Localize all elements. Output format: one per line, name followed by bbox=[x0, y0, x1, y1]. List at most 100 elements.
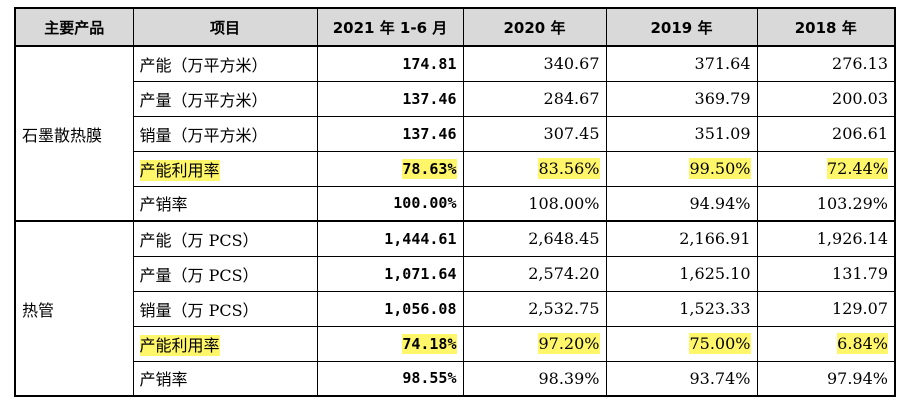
table-row: 销量（万平方米） 137.46 307.45 351.09 206.61 bbox=[15, 115, 896, 152]
table-row: 产能利用率 74.18% 97.20% 75.00% 6.84% bbox=[15, 325, 896, 362]
item-cell: 销量（万 PCS） bbox=[132, 290, 318, 327]
value-2019-text: 93.74% bbox=[689, 368, 751, 388]
value-2020-cell: 284.67 bbox=[462, 80, 607, 117]
value-2018-text: 6.84% bbox=[837, 333, 888, 354]
value-2019-cell: 371.64 bbox=[605, 45, 758, 82]
value-2019-cell: 99.50% bbox=[605, 150, 758, 187]
value-2021h1-cell: 137.46 bbox=[316, 115, 464, 152]
item-cell: 产能（万 PCS） bbox=[132, 220, 318, 257]
value-2019-text: 94.94% bbox=[689, 193, 751, 213]
value-2020-cell: 340.67 bbox=[462, 45, 607, 82]
item-cell: 产销率 bbox=[132, 360, 318, 397]
value-2019-text: 1,523.33 bbox=[679, 299, 751, 318]
value-2019-cell: 75.00% bbox=[605, 325, 758, 362]
value-2018-text: 97.94% bbox=[826, 368, 888, 388]
value-2020-text: 340.67 bbox=[543, 54, 600, 74]
value-2018-cell: 131.79 bbox=[756, 255, 896, 292]
value-2020-cell: 307.45 bbox=[462, 115, 607, 152]
value-2020-text: 284.67 bbox=[543, 89, 600, 108]
table-row: 石墨散热膜 产能（万平方米） 174.81 340.67 371.64 276.13 bbox=[14, 45, 896, 222]
value-2019-cell: 351.09 bbox=[605, 115, 758, 152]
value-2021h1-text: 137.46 bbox=[402, 89, 457, 108]
value-2020-cell: 83.56% bbox=[462, 150, 607, 187]
item-cell: 产量（万 PCS） bbox=[132, 255, 318, 292]
item-cell: 产能利用率 bbox=[132, 150, 318, 187]
value-2021h1-cell: 98.55% bbox=[316, 360, 464, 397]
value-2019-cell: 93.74% bbox=[605, 360, 758, 397]
value-2018-text: 200.03 bbox=[832, 89, 888, 108]
value-2018-cell: 1,926.14 bbox=[756, 220, 896, 257]
value-2021h1-text: 100.00% bbox=[393, 194, 457, 213]
value-2018-cell: 206.61 bbox=[756, 115, 896, 152]
header-2018: 2018 年 bbox=[756, 7, 896, 47]
value-2019-cell: 1,523.33 bbox=[605, 290, 758, 327]
value-2019-text: 351.09 bbox=[694, 124, 751, 143]
value-2018-cell: 200.03 bbox=[756, 80, 896, 117]
table-row: 热管 产能（万 PCS） 1,444.61 2,648.45 2,166.91 1,926… bbox=[14, 220, 896, 397]
item-cell: 销量（万平方米） bbox=[132, 115, 318, 152]
value-2021h1-text: 1,071.64 bbox=[384, 264, 457, 283]
header-row: 主要产品 项目 2021 年 1-6 月 2020 年 2019 年 2018 … bbox=[14, 7, 896, 47]
value-2018-text: 72.44% bbox=[826, 158, 888, 179]
item-text: 产量（万 PCS） bbox=[139, 265, 259, 285]
value-2019-text: 369.79 bbox=[694, 89, 751, 108]
value-2021h1-cell: 78.63% bbox=[316, 150, 464, 187]
value-2021h1-text: 1,056.08 bbox=[384, 299, 457, 318]
value-2019-cell: 1,625.10 bbox=[605, 255, 758, 292]
table-row: 产销率 98.55% 98.39% 93.74% 97.94% bbox=[15, 360, 896, 397]
value-2018-text: 131.79 bbox=[832, 264, 888, 283]
value-2020-text: 2,648.45 bbox=[528, 229, 600, 249]
header-2020: 2020 年 bbox=[462, 7, 607, 47]
value-2021h1-text: 137.46 bbox=[402, 124, 457, 143]
value-2018-cell: 276.13 bbox=[756, 45, 896, 82]
value-2021h1-cell: 74.18% bbox=[316, 325, 464, 362]
capacity-table: 主要产品 项目 2021 年 1-6 月 2020 年 2019 年 2018 … bbox=[14, 7, 896, 397]
value-2020-text: 2,532.75 bbox=[528, 299, 600, 318]
value-2020-text: 307.45 bbox=[543, 124, 600, 143]
item-text: 产量（万平方米） bbox=[139, 90, 268, 110]
item-cell: 产能利用率 bbox=[132, 325, 318, 362]
value-2021h1-text: 78.63% bbox=[402, 158, 457, 179]
product-name-cell: 热管 bbox=[14, 220, 134, 397]
value-2020-cell: 2,648.45 bbox=[462, 220, 607, 257]
value-2020-cell: 108.00% bbox=[462, 185, 607, 222]
value-2021h1-text: 74.18% bbox=[402, 333, 457, 354]
header-2021h1: 2021 年 1-6 月 bbox=[316, 7, 464, 47]
value-2019-cell: 94.94% bbox=[605, 185, 758, 222]
product-name-cell: 石墨散热膜 bbox=[14, 45, 134, 222]
value-2019-text: 371.64 bbox=[694, 54, 751, 74]
value-2020-cell: 2,574.20 bbox=[462, 255, 607, 292]
value-2020-cell: 98.39% bbox=[462, 360, 607, 397]
value-2021h1-text: 98.55% bbox=[402, 369, 457, 388]
item-text: 产能（万 PCS） bbox=[139, 230, 259, 250]
item-cell: 产量（万平方米） bbox=[132, 80, 318, 117]
item-text: 产能利用率 bbox=[139, 159, 220, 181]
value-2018-text: 276.13 bbox=[832, 54, 888, 74]
item-text: 销量（万 PCS） bbox=[139, 300, 259, 320]
value-2018-cell: 6.84% bbox=[756, 325, 896, 362]
value-2021h1-cell: 1,056.08 bbox=[316, 290, 464, 327]
value-2018-cell: 97.94% bbox=[756, 360, 896, 397]
value-2021h1-text: 174.81 bbox=[402, 54, 457, 73]
table-row: 产销率 100.00% 108.00% 94.94% 103.29% bbox=[15, 185, 896, 222]
value-2020-text: 108.00% bbox=[528, 193, 600, 213]
value-2021h1-cell: 137.46 bbox=[316, 80, 464, 117]
value-2018-cell: 103.29% bbox=[756, 185, 896, 222]
value-2021h1-text: 1,444.61 bbox=[384, 229, 457, 248]
value-2019-cell: 2,166.91 bbox=[605, 220, 758, 257]
value-2018-text: 1,926.14 bbox=[816, 229, 888, 249]
value-2018-cell: 129.07 bbox=[756, 290, 896, 327]
value-2020-cell: 97.20% bbox=[462, 325, 607, 362]
value-2019-text: 1,625.10 bbox=[679, 264, 751, 283]
header-product: 主要产品 bbox=[14, 7, 134, 47]
value-2021h1-cell: 100.00% bbox=[316, 185, 464, 222]
value-2019-text: 2,166.91 bbox=[679, 229, 751, 249]
header-item: 项目 bbox=[132, 7, 318, 47]
item-cell: 产销率 bbox=[132, 185, 318, 222]
item-cell: 产能（万平方米） bbox=[132, 45, 318, 82]
product-group: 热管 产能（万 PCS） 1,444.61 2,648.45 2,166.91 1,926… bbox=[14, 220, 896, 397]
item-text: 产销率 bbox=[139, 370, 188, 390]
value-2019-text: 99.50% bbox=[689, 158, 751, 179]
value-2020-cell: 2,532.75 bbox=[462, 290, 607, 327]
value-2018-text: 103.29% bbox=[816, 193, 888, 213]
